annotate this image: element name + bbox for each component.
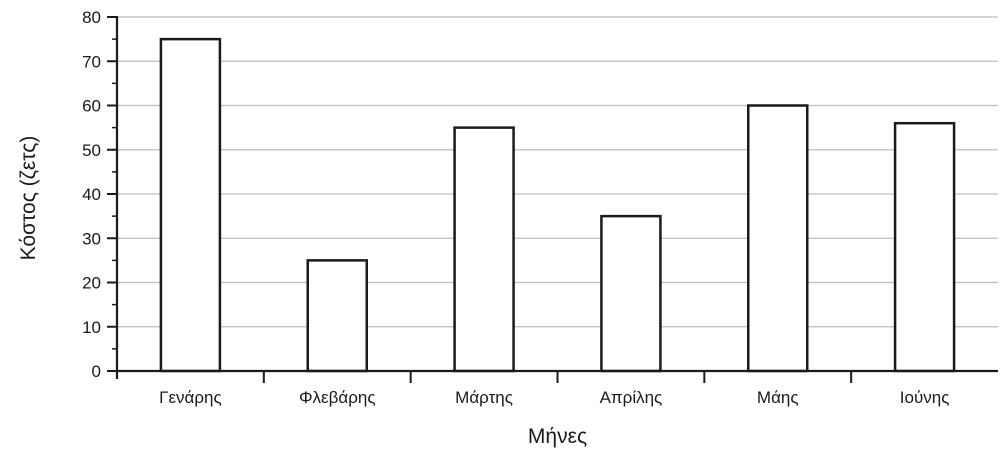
x-tick-label-3: Μάρτης	[455, 388, 513, 407]
bar-3	[455, 128, 514, 371]
gridlines	[117, 17, 998, 327]
bar-4	[601, 216, 660, 371]
bar-2	[308, 260, 367, 371]
bar-6	[895, 123, 954, 371]
y-tick-label-20: 20	[82, 274, 101, 293]
y-axis-title: Κόστος (ζετς)	[17, 136, 40, 261]
y-tick-label-0: 0	[92, 362, 101, 381]
bars	[161, 39, 954, 371]
y-tick-label-60: 60	[82, 97, 101, 116]
y-tick-label-80: 80	[82, 8, 101, 27]
y-tick-label-10: 10	[82, 318, 101, 337]
x-axis: Γενάρης Φλεβάρης Μάρτης Απρίλης Μάης Ιούνης	[117, 371, 998, 407]
x-axis-title: Μήνες	[528, 425, 587, 448]
x-tick-label-4: Απρίλης	[600, 388, 663, 407]
y-tick-label-40: 40	[82, 185, 101, 204]
x-tick-label-2: Φλεβάρης	[299, 388, 376, 407]
y-tick-label-50: 50	[82, 141, 101, 160]
y-tick-label-30: 30	[82, 229, 101, 248]
bar-1	[161, 39, 220, 371]
x-tick-label-5: Μάης	[757, 388, 799, 407]
y-axis: 0 10 20 30 40 50 60 70 80	[82, 8, 117, 381]
y-tick-label-70: 70	[82, 52, 101, 71]
bar-5	[748, 106, 807, 372]
x-tick-label-1: Γενάρης	[159, 388, 222, 407]
x-tick-label-6: Ιούνης	[900, 388, 950, 407]
